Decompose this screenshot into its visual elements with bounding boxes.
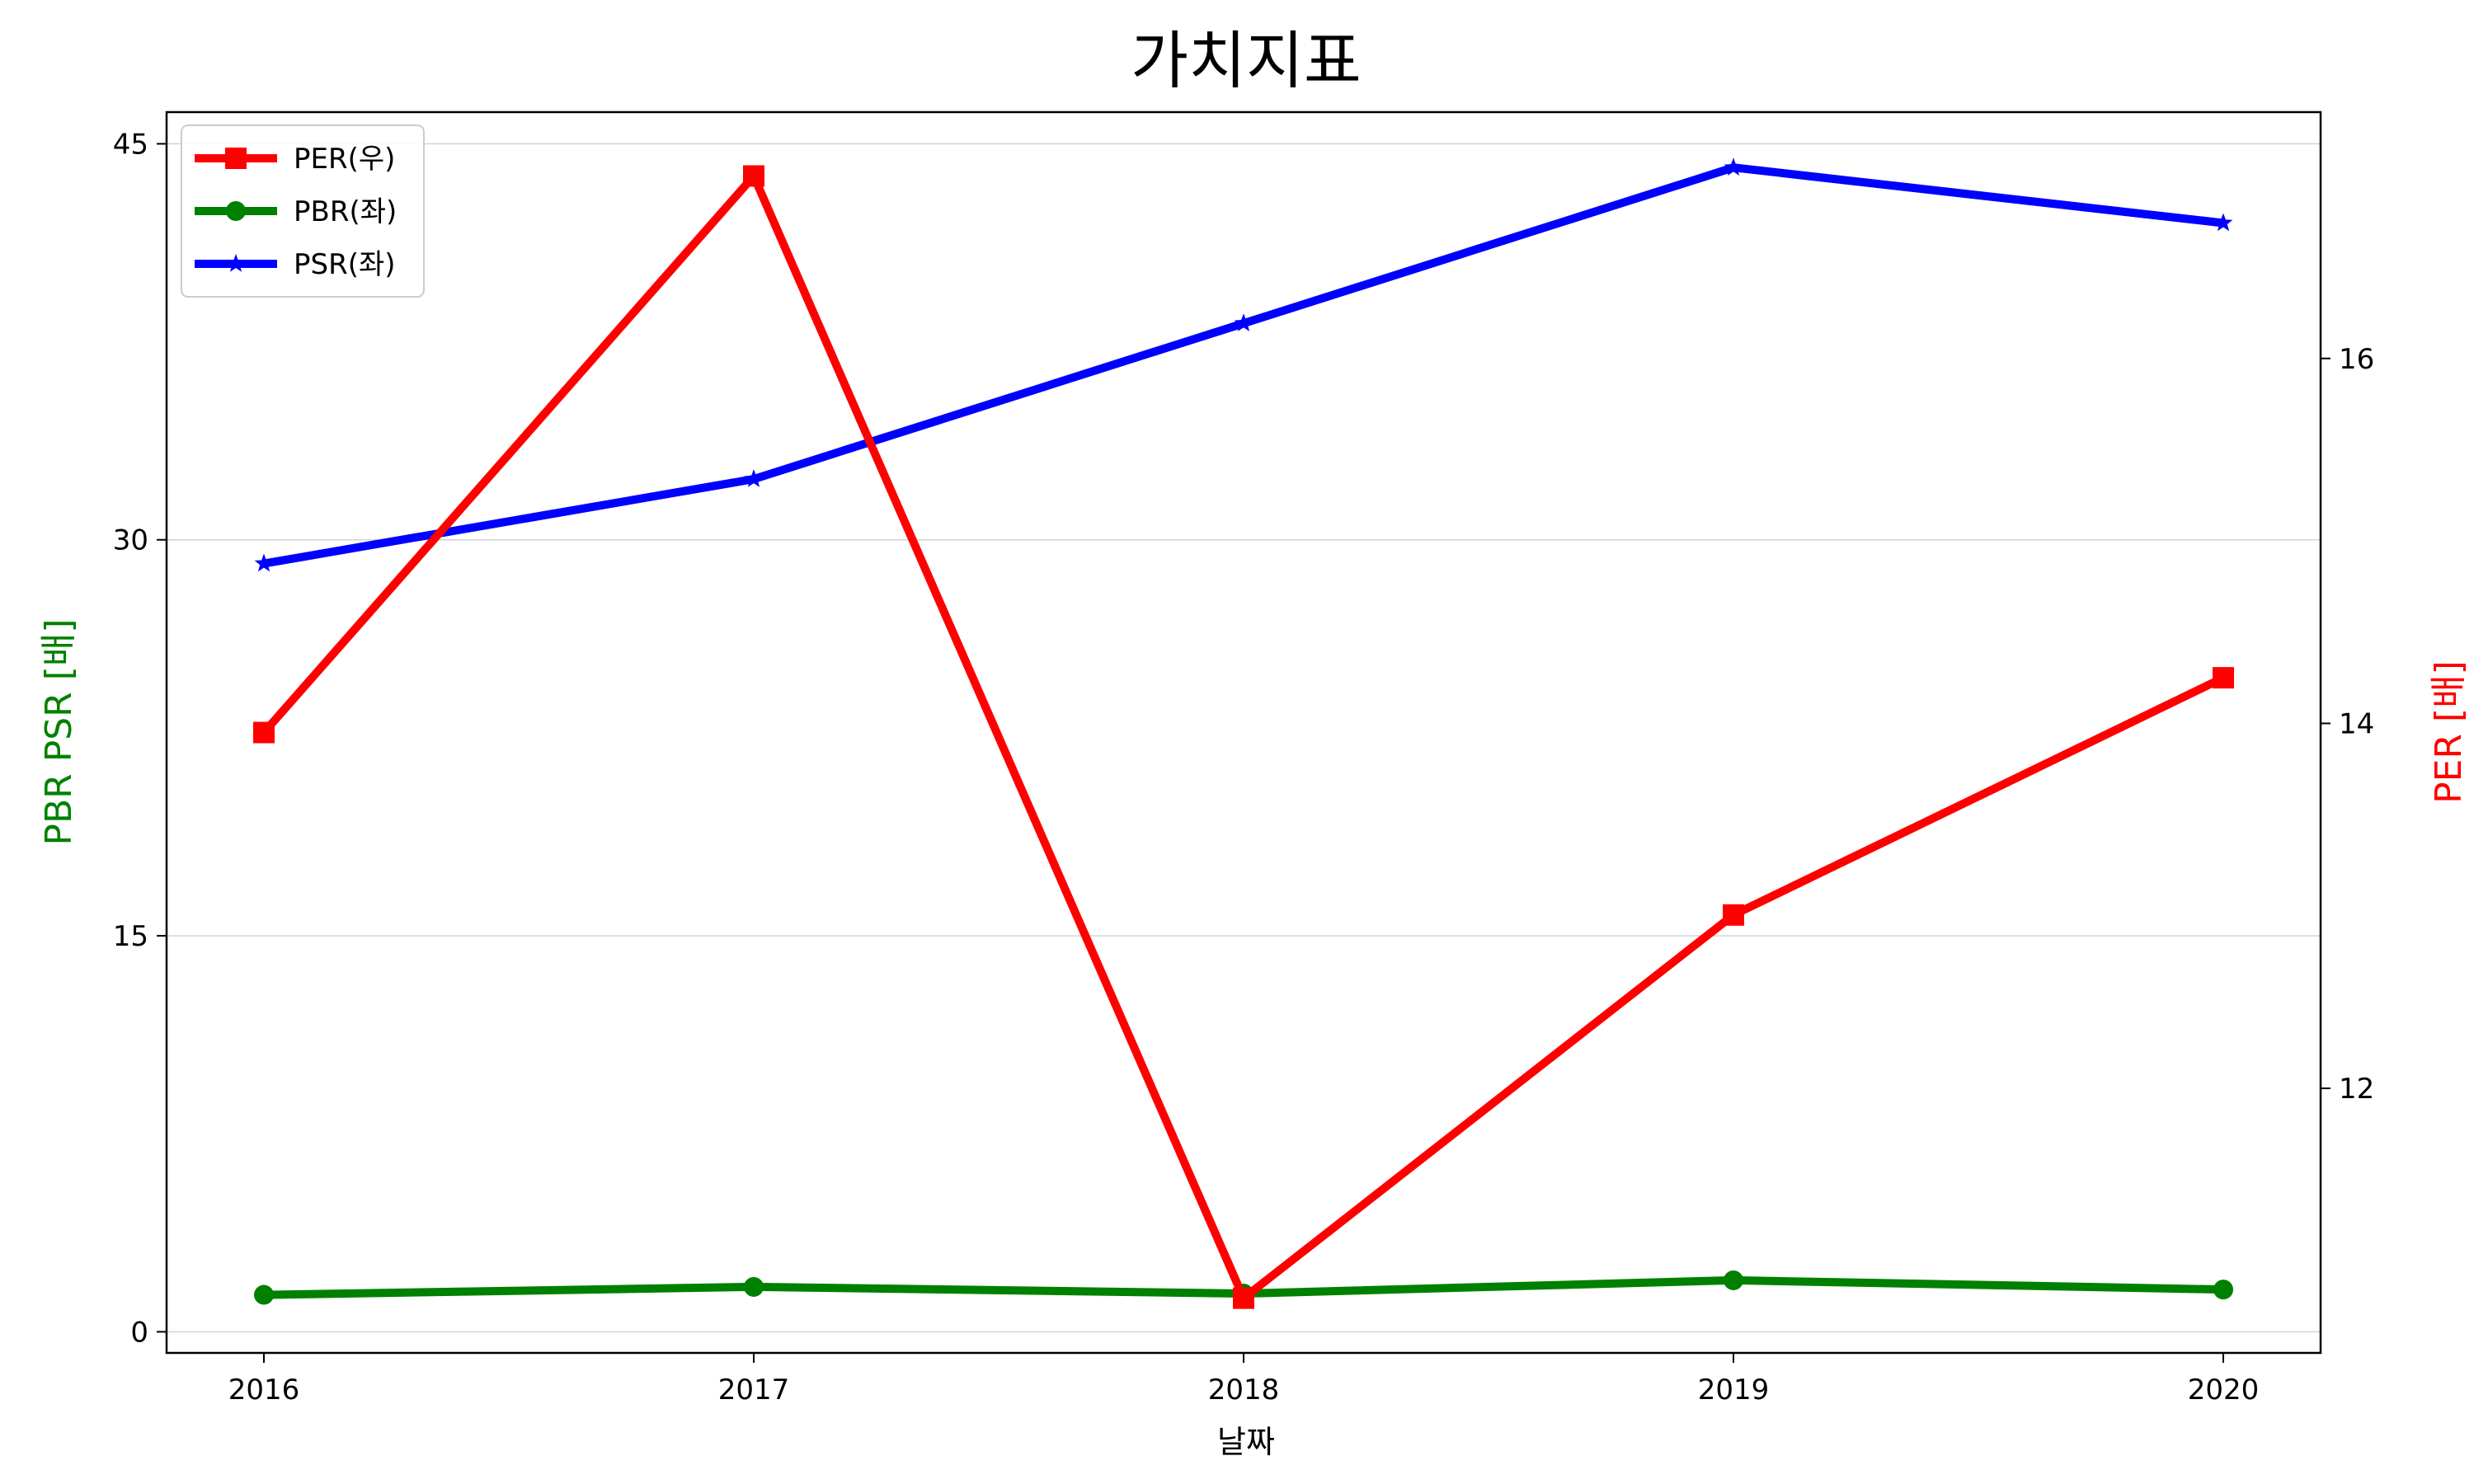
psr-data-point (1234, 313, 1253, 331)
per-data-point (1723, 904, 1744, 926)
x-axis-label: 날짜 (1217, 1424, 1275, 1460)
y-right-tick-label: 14 (2339, 707, 2374, 740)
per-data-point (253, 721, 275, 744)
legend-marker-psr (226, 254, 246, 272)
pbr-data-point (744, 1276, 764, 1297)
chart-title: 가치지표 (1131, 24, 1362, 97)
legend-label-pbr: PBR(좌) (294, 195, 397, 228)
x-tick-label: 2017 (718, 1374, 790, 1407)
legend: PER(우) PBR(좌) PSR(좌) (181, 124, 425, 298)
y-left-tick-label: 45 (113, 128, 148, 161)
y-right-tick-label: 16 (2339, 343, 2374, 376)
gridlines (167, 143, 2321, 1333)
y-left-tick-label: 0 (130, 1316, 148, 1349)
per-data-point (2213, 667, 2234, 689)
y-left-tick-label: 30 (113, 524, 148, 557)
legend-label-per: PER(우) (294, 143, 395, 176)
pbr-data-point (1724, 1270, 1743, 1290)
legend-marker-per (225, 148, 247, 169)
x-tick-label: 2019 (1698, 1374, 1770, 1407)
y-left-tick-label: 15 (113, 920, 148, 953)
pbr-data-point (254, 1284, 274, 1305)
psr-data-point (2213, 213, 2233, 232)
axis-ticks: 0 15 30 45 12 14 16 2016 2017 2018 2019 2020 (113, 128, 2375, 1407)
legend-marker-pbr (226, 201, 246, 221)
legend-label-psr: PSR(좌) (294, 248, 396, 281)
x-tick-label: 2020 (2188, 1374, 2260, 1407)
pbr-data-point (2213, 1280, 2233, 1300)
psr-data-point (1724, 157, 1743, 176)
x-tick-label: 2018 (1208, 1374, 1280, 1407)
y-axis-left-label: PBR PSR [배] (38, 618, 80, 845)
psr-data-point (744, 469, 764, 487)
per-data-point (743, 165, 764, 187)
series-lines (253, 157, 2234, 1309)
per-data-point (1233, 1287, 1254, 1309)
y-right-tick-label: 12 (2339, 1073, 2374, 1106)
y-axis-right-label: PER [배] (2428, 660, 2470, 804)
psr-data-point (254, 553, 274, 572)
x-tick-label: 2016 (228, 1374, 300, 1407)
